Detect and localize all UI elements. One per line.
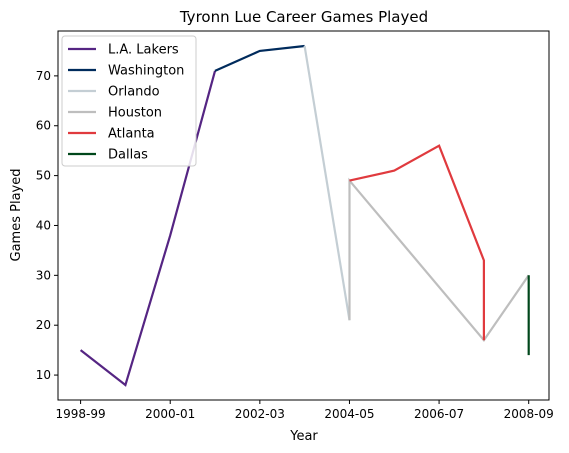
- y-axis: 10 20 30 40 50 60 70: [36, 69, 58, 382]
- x-tick-label: 2006-07: [414, 407, 464, 421]
- y-tick-label: 50: [36, 169, 51, 183]
- x-tick-label: 2000-01: [145, 407, 195, 421]
- plot-frame: [57, 30, 550, 401]
- y-tick-label: 30: [36, 268, 51, 282]
- x-tick-label: 2008-09: [504, 407, 554, 421]
- legend-label-l-a-lakers: L.A. Lakers: [108, 43, 179, 58]
- x-axis: 1998-99 2000-01 2002-03 2004-05 2006-07 2008-…: [56, 400, 554, 421]
- legend-label-orlando: Orlando: [108, 85, 160, 100]
- legend: L.A. Lakers Washington Orlando Houston Atlan…: [61, 35, 197, 167]
- y-tick-label: 70: [36, 69, 51, 83]
- x-tick-label: 2004-05: [324, 407, 374, 421]
- legend-label-dallas: Dallas: [108, 148, 148, 163]
- series-line-atlanta: [349, 144, 485, 341]
- series-line-orlando: [303, 45, 351, 321]
- x-tick-label: 1998-99: [56, 407, 106, 421]
- y-tick-label: 20: [36, 318, 51, 332]
- x-tick-label: 2002-03: [235, 407, 285, 421]
- series-line-houston: [348, 177, 530, 343]
- y-axis-label: Games Played: [9, 169, 24, 262]
- legend-label-atlanta: Atlanta: [108, 127, 155, 142]
- series-line-washington: [214, 44, 305, 72]
- y-tick-label: 10: [36, 368, 51, 382]
- y-tick-label: 40: [36, 218, 51, 232]
- legend-label-washington: Washington: [108, 64, 184, 79]
- legend-label-houston: Houston: [108, 106, 162, 121]
- y-tick-label: 60: [36, 119, 51, 133]
- x-axis-label: Year: [289, 429, 318, 444]
- chart-title: Tyronn Lue Career Games Played: [179, 8, 428, 26]
